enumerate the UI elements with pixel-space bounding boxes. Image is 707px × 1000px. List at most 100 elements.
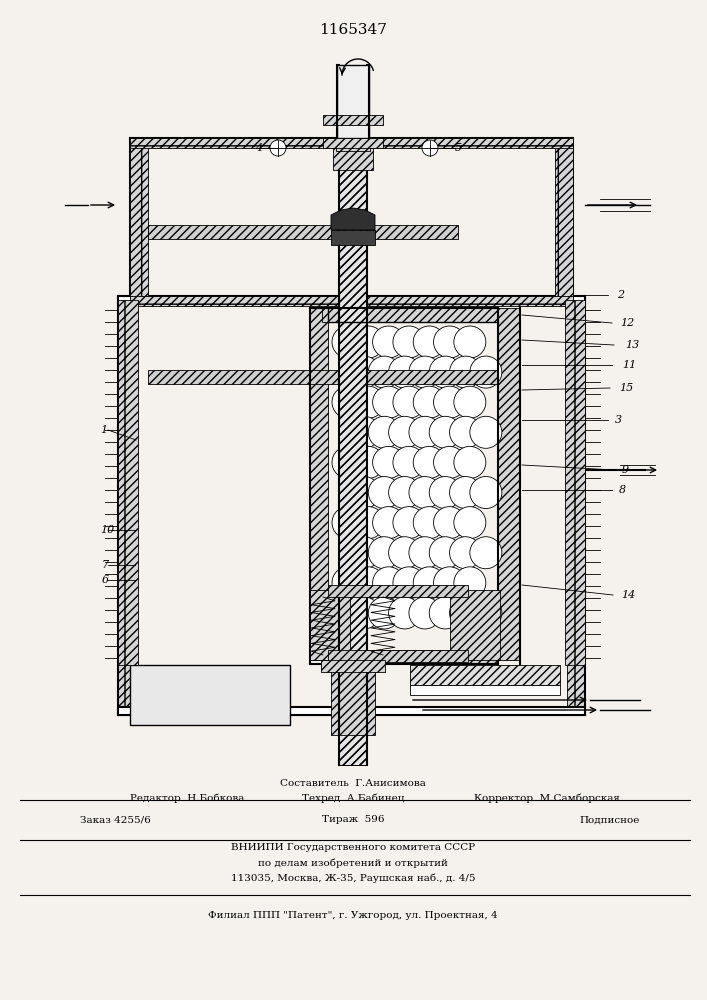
Circle shape bbox=[373, 326, 404, 358]
Circle shape bbox=[393, 386, 425, 418]
Text: 15: 15 bbox=[619, 383, 633, 393]
Circle shape bbox=[433, 507, 465, 539]
Circle shape bbox=[470, 356, 502, 388]
Bar bbox=[555, 145, 573, 300]
Text: по делам изобретений и открытий: по делам изобретений и открытий bbox=[258, 858, 448, 868]
Circle shape bbox=[348, 597, 380, 629]
Circle shape bbox=[389, 537, 421, 569]
Circle shape bbox=[368, 477, 400, 509]
Bar bbox=[339, 65, 367, 765]
Bar bbox=[118, 707, 585, 715]
Bar bbox=[410, 665, 560, 685]
Circle shape bbox=[433, 326, 465, 358]
Circle shape bbox=[429, 597, 461, 629]
Bar bbox=[567, 300, 585, 715]
Circle shape bbox=[454, 386, 486, 418]
Circle shape bbox=[393, 446, 425, 478]
Bar bbox=[130, 145, 148, 300]
Circle shape bbox=[352, 567, 385, 599]
Circle shape bbox=[454, 326, 486, 358]
Circle shape bbox=[409, 597, 441, 629]
Bar bbox=[118, 296, 585, 304]
Circle shape bbox=[348, 416, 380, 448]
Circle shape bbox=[409, 356, 441, 388]
Text: Корректор  М.Самборская: Корректор М.Самборская bbox=[474, 793, 620, 803]
Bar bbox=[310, 590, 350, 660]
Circle shape bbox=[352, 326, 385, 358]
Circle shape bbox=[433, 386, 465, 418]
Text: 1165347: 1165347 bbox=[319, 23, 387, 37]
Circle shape bbox=[368, 356, 400, 388]
Circle shape bbox=[348, 356, 380, 388]
Text: Подписное: Подписное bbox=[580, 816, 640, 824]
Circle shape bbox=[413, 507, 445, 539]
Circle shape bbox=[470, 597, 502, 629]
Text: Тираж  596: Тираж 596 bbox=[322, 816, 384, 824]
Text: Техред  А.Бабинец: Техред А.Бабинец bbox=[302, 793, 404, 803]
Bar bbox=[130, 138, 573, 148]
Bar bbox=[331, 230, 375, 245]
Bar bbox=[565, 300, 585, 665]
Circle shape bbox=[332, 386, 364, 418]
Text: Составитель  Г.Анисимова: Составитель Г.Анисимова bbox=[280, 778, 426, 788]
Circle shape bbox=[368, 597, 400, 629]
Bar bbox=[321, 660, 385, 672]
Text: 11: 11 bbox=[622, 360, 636, 370]
Bar bbox=[337, 65, 369, 138]
Text: 7: 7 bbox=[102, 560, 109, 570]
Circle shape bbox=[393, 507, 425, 539]
Bar bbox=[328, 650, 468, 662]
Bar bbox=[148, 225, 458, 239]
Bar bbox=[322, 650, 498, 664]
Circle shape bbox=[470, 477, 502, 509]
Circle shape bbox=[409, 537, 441, 569]
Bar bbox=[323, 115, 383, 125]
Text: 8: 8 bbox=[619, 485, 626, 495]
Circle shape bbox=[454, 567, 486, 599]
Bar bbox=[310, 308, 328, 660]
Circle shape bbox=[409, 416, 441, 448]
Bar bbox=[130, 665, 290, 725]
Circle shape bbox=[422, 140, 438, 156]
Circle shape bbox=[332, 567, 364, 599]
Text: 6: 6 bbox=[102, 575, 109, 585]
Circle shape bbox=[413, 446, 445, 478]
Text: Редактор  Н.Бобкова: Редактор Н.Бобкова bbox=[130, 793, 245, 803]
Circle shape bbox=[352, 386, 385, 418]
Circle shape bbox=[373, 386, 404, 418]
Circle shape bbox=[393, 567, 425, 599]
Bar bbox=[336, 143, 370, 151]
Circle shape bbox=[389, 597, 421, 629]
Circle shape bbox=[433, 567, 465, 599]
Text: 5: 5 bbox=[455, 143, 462, 153]
Circle shape bbox=[429, 477, 461, 509]
Circle shape bbox=[470, 416, 502, 448]
Circle shape bbox=[454, 507, 486, 539]
Circle shape bbox=[332, 446, 364, 478]
Text: ВНИИПИ Государственного комитета СССР: ВНИИПИ Государственного комитета СССР bbox=[231, 844, 475, 852]
Circle shape bbox=[348, 537, 380, 569]
Bar bbox=[498, 308, 520, 660]
Circle shape bbox=[450, 537, 481, 569]
Text: 13: 13 bbox=[625, 340, 639, 350]
Circle shape bbox=[413, 386, 445, 418]
Circle shape bbox=[450, 356, 481, 388]
Text: Заказ 4255/6: Заказ 4255/6 bbox=[80, 816, 151, 824]
Circle shape bbox=[433, 446, 465, 478]
Circle shape bbox=[348, 477, 380, 509]
Bar bbox=[410, 685, 560, 695]
Circle shape bbox=[413, 326, 445, 358]
Circle shape bbox=[332, 507, 364, 539]
Bar bbox=[118, 300, 138, 665]
Text: 1: 1 bbox=[100, 425, 107, 435]
Circle shape bbox=[454, 446, 486, 478]
Circle shape bbox=[368, 537, 400, 569]
Bar bbox=[450, 590, 500, 660]
Text: 12: 12 bbox=[620, 318, 634, 328]
Circle shape bbox=[409, 477, 441, 509]
Circle shape bbox=[389, 416, 421, 448]
Circle shape bbox=[450, 597, 481, 629]
Circle shape bbox=[373, 507, 404, 539]
Circle shape bbox=[429, 416, 461, 448]
Bar bbox=[323, 138, 383, 148]
